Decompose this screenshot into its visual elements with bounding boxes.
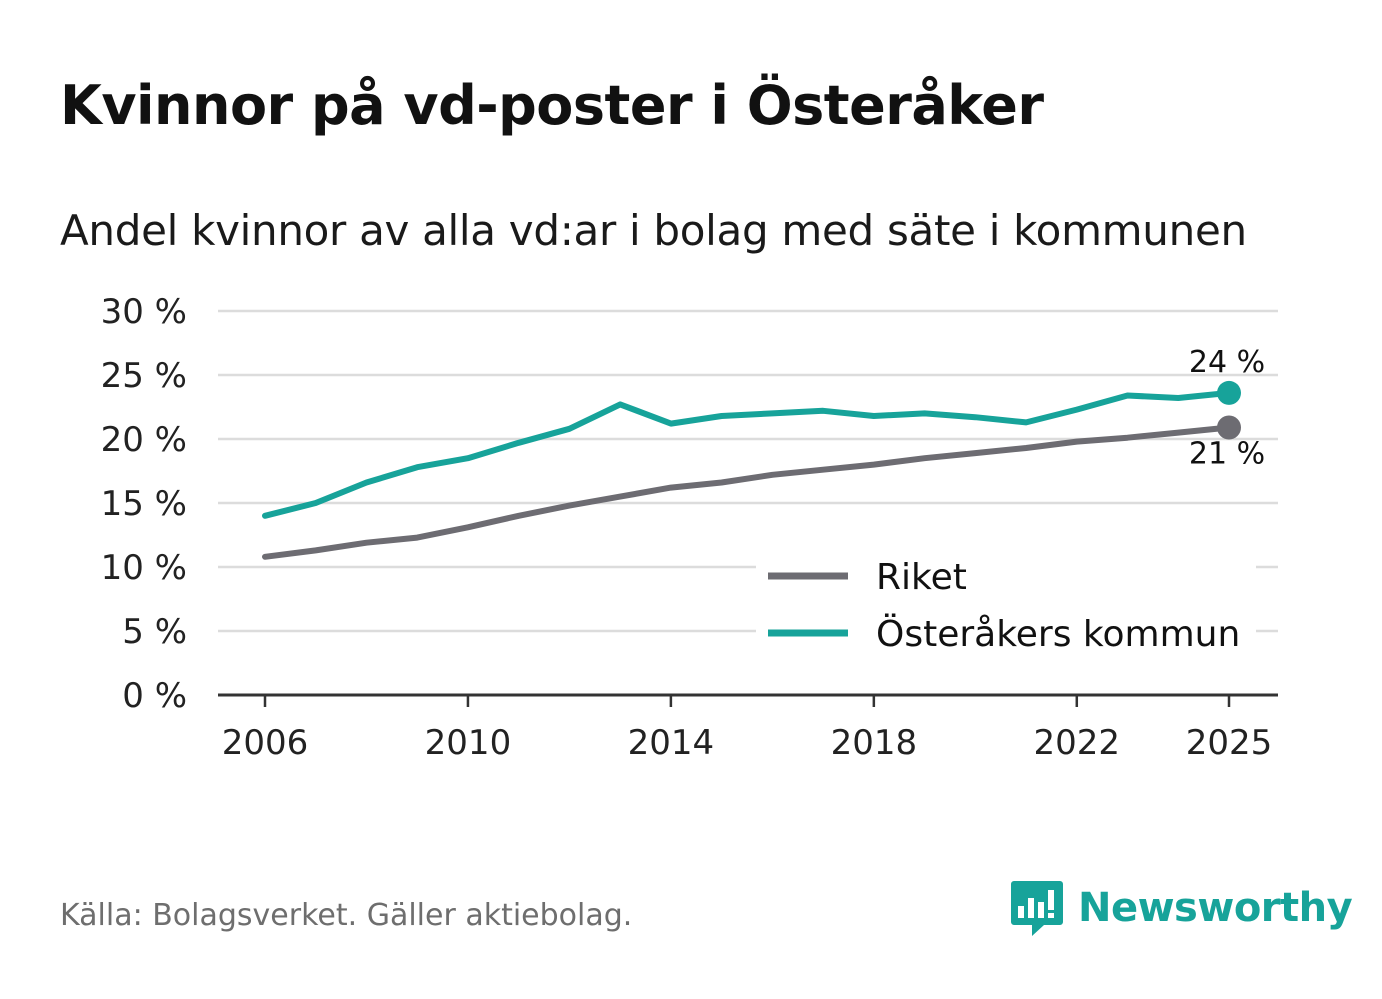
end-label-osteraker: 24 %: [1189, 345, 1265, 380]
end-point-osteraker: [1217, 380, 1241, 405]
y-tick-label: 20 %: [101, 420, 187, 460]
chart-title: Kvinnor på vd-poster i Österåker: [60, 74, 1044, 137]
y-tick-label: 25 %: [101, 356, 187, 396]
y-tick-label: 30 %: [101, 292, 187, 332]
legend-label-osteraker: Österåkers kommun: [876, 613, 1240, 655]
x-tick-label: 2025: [1186, 723, 1273, 763]
x-tick-label: 2006: [222, 723, 309, 763]
end-point-riket: [1217, 415, 1241, 440]
y-tick-label: 5 %: [122, 612, 187, 652]
y-tick-label: 10 %: [101, 548, 187, 588]
x-tick-label: 2014: [628, 723, 715, 763]
x-tick-label: 2022: [1034, 723, 1121, 763]
series-line-osteraker: [262, 389, 1232, 519]
brand: Newsworthy: [1010, 878, 1353, 938]
brand-name: Newsworthy: [1078, 885, 1353, 931]
y-tick-label: 15 %: [101, 484, 187, 524]
x-tick-label: 2010: [425, 723, 512, 763]
source-note: Källa: Bolagsverket. Gäller aktiebolag.: [60, 898, 633, 933]
x-tick-label: 2018: [831, 723, 918, 763]
y-tick-label: 0 %: [122, 676, 187, 716]
newsworthy-logo-icon: [1011, 881, 1063, 936]
end-label-riket: 21 %: [1189, 436, 1265, 471]
chart-subtitle: Andel kvinnor av alla vd:ar i bolag med …: [60, 206, 1247, 255]
series-line-riket: [262, 424, 1232, 560]
legend-label-riket: Riket: [876, 557, 967, 598]
